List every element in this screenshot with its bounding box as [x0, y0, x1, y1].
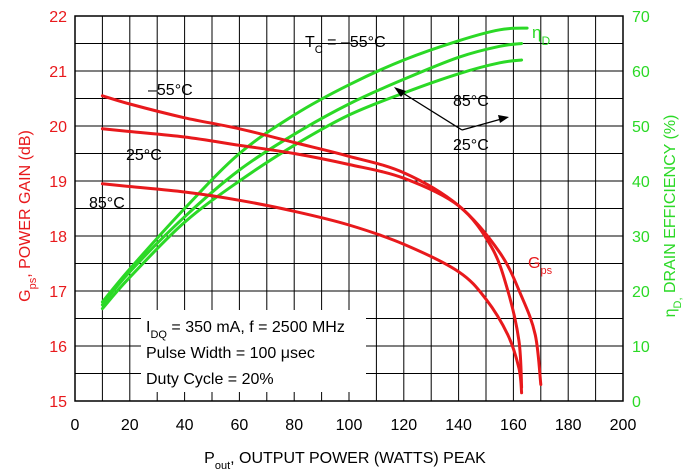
label-gain-85: 85°C: [89, 195, 125, 212]
x-tick-label: 140: [445, 417, 472, 434]
x-tick-label: 100: [336, 417, 363, 434]
label-eff-85: 85°C: [453, 93, 489, 110]
y-right-tick-label: 0: [632, 394, 641, 411]
gain-curve: [100, 94, 543, 386]
x-tick-label: 80: [285, 417, 303, 434]
condition-bias: IDQ = 350 mA, f = 2500 MHz: [146, 319, 345, 341]
annotation-arrows: [394, 87, 509, 131]
arrow-line-upper: [397, 89, 463, 131]
x-tick-label: 60: [231, 417, 249, 434]
x-axis-ticks: 0 20 40 60 80 100 120 140 160 180 200: [71, 417, 637, 434]
condition-duty-cycle: Duty Cycle = 20%: [146, 371, 274, 388]
y-right-tick-label: 70: [632, 9, 650, 26]
x-tick-label: 160: [500, 417, 527, 434]
efficiency-curve: [100, 42, 524, 307]
y-left-axis-title: Gps, POWER GAIN (dB): [17, 130, 39, 302]
y-left-tick-label: 15: [49, 394, 67, 411]
gps-label: Gps: [528, 255, 553, 277]
x-tick-label: 120: [390, 417, 417, 434]
curves: [100, 26, 543, 395]
arrow-head-lower: [498, 115, 509, 123]
label-gain-25: 25°C: [126, 147, 162, 164]
y-right-axis-title: ηD, DRAIN EFFICIENCY (%): [662, 115, 684, 318]
x-tick-label: 200: [610, 417, 637, 434]
y-left-tick-label: 16: [49, 339, 67, 356]
y-left-tick-label: 21: [49, 64, 67, 81]
y-right-tick-label: 40: [632, 174, 650, 191]
y-right-tick-label: 50: [632, 119, 650, 136]
x-tick-label: 20: [121, 417, 139, 434]
y-left-tick-label: 20: [49, 119, 67, 136]
x-tick-label: 40: [176, 417, 194, 434]
x-tick-label: 180: [555, 417, 582, 434]
y-right-tick-label: 10: [632, 339, 650, 356]
y-right-axis-ticks: 0 10 20 30 40 50 60 70: [632, 9, 650, 411]
label-eff-25: 25°C: [453, 137, 489, 154]
conditions-box: [141, 310, 366, 392]
efficiency-curve: [100, 26, 529, 304]
y-left-tick-label: 19: [49, 174, 67, 191]
y-right-tick-label: 30: [632, 229, 650, 246]
tc-label: TC = –55°C: [305, 34, 386, 56]
y-right-tick-label: 20: [632, 284, 650, 301]
gain-curve: [100, 182, 524, 395]
x-axis-title: Pout, OUTPUT POWER (WATTS) PEAK: [204, 450, 486, 472]
plot-frame: [74, 15, 624, 402]
arrow-head-upper: [394, 87, 406, 97]
efficiency-curve: [100, 58, 524, 311]
arrow-line-lower: [461, 117, 506, 131]
y-left-tick-label: 17: [49, 284, 67, 301]
x-tick-label: 0: [71, 417, 80, 434]
y-left-tick-label: 22: [49, 9, 67, 26]
eta-d-label: ηD: [532, 23, 550, 48]
gain-curve: [100, 127, 524, 389]
y-right-tick-label: 60: [632, 64, 650, 81]
condition-pulse-width: Pulse Width = 100 μsec: [146, 345, 315, 362]
label-gain-minus55: –55°C: [148, 82, 193, 99]
y-left-tick-label: 18: [49, 229, 67, 246]
y-left-axis-ticks: 15 16 17 18 19 20 21 22: [49, 9, 67, 411]
